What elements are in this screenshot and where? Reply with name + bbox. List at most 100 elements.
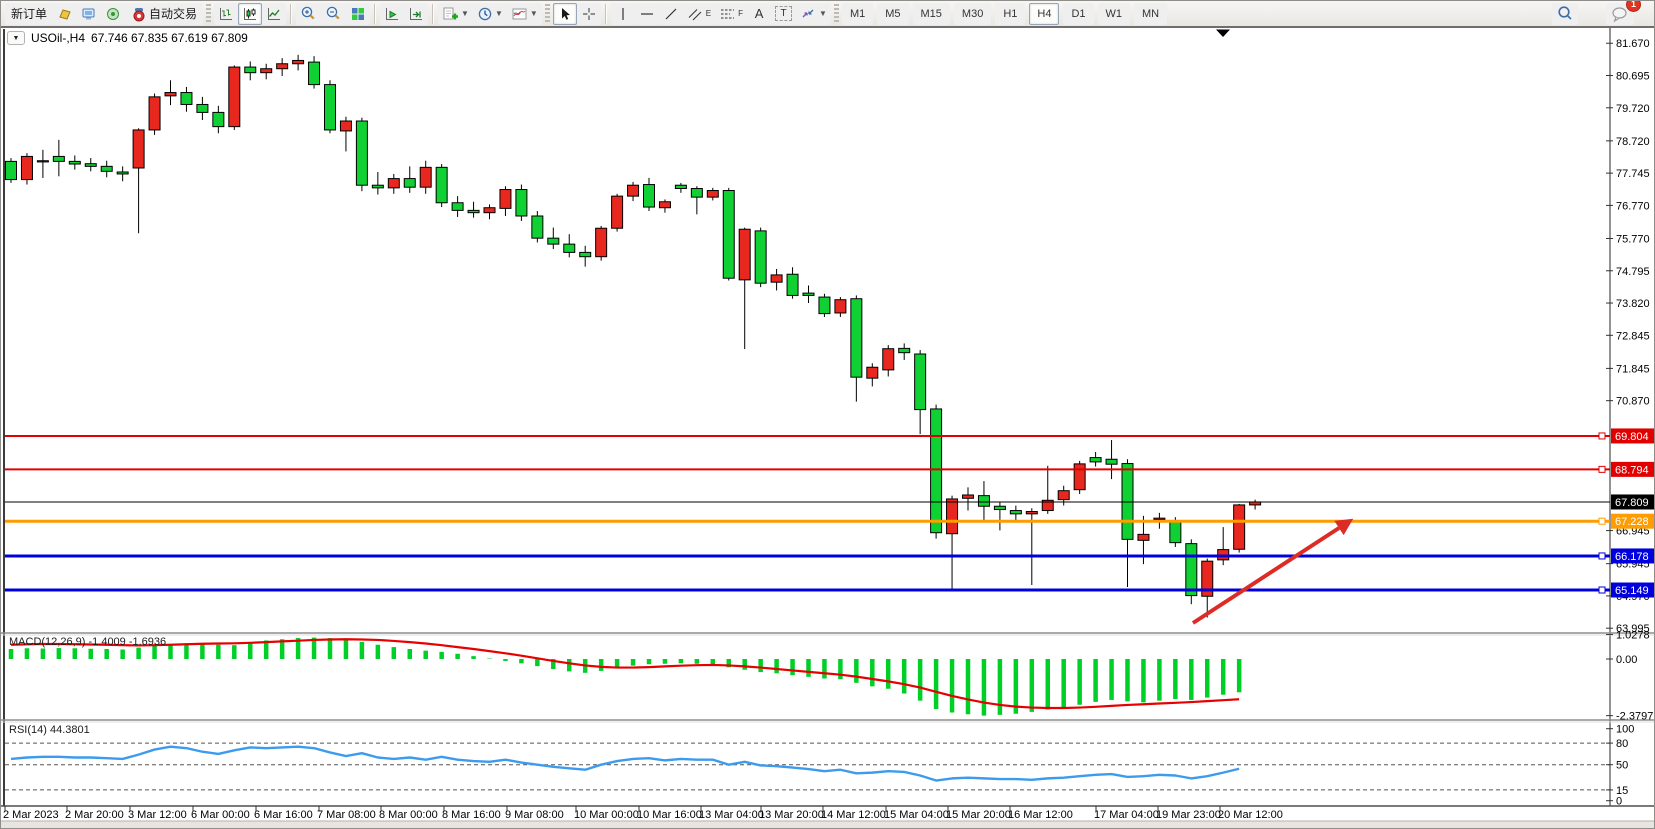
current-bar-marker[interactable] — [1216, 29, 1230, 38]
hline-price-label — [1611, 461, 1654, 477]
navigator-button[interactable] — [101, 2, 126, 25]
macd-pane[interactable] — [8, 637, 1242, 716]
horizontal-line-tool-button[interactable] — [634, 2, 659, 25]
trendline-icon — [663, 6, 679, 22]
timeframe-M15[interactable]: M15 — [912, 2, 950, 25]
timeframe-M1[interactable]: M1 — [841, 2, 874, 25]
hline-handle[interactable] — [1598, 586, 1606, 594]
time-label: 15 Mar 20:00 — [946, 809, 1011, 821]
search-button[interactable] — [1552, 2, 1578, 25]
hline-handle[interactable] — [1598, 552, 1606, 560]
candle — [1121, 459, 1134, 587]
rsi-scale-label: 100 — [1616, 724, 1634, 736]
horizontal-line-icon — [639, 6, 655, 22]
rsi-scale-label: 0 — [1616, 796, 1622, 808]
hline-handle[interactable] — [1598, 432, 1606, 440]
rsi-line — [10, 745, 1240, 782]
notifications-button[interactable]: 1 — [1606, 1, 1641, 25]
hline-handle[interactable] — [1598, 517, 1606, 525]
vertical-line-tool-button[interactable] — [610, 2, 635, 25]
timeframe-W1[interactable]: W1 — [1097, 2, 1131, 25]
candle — [627, 181, 640, 202]
candle — [1041, 465, 1054, 514]
time-label: 10 Mar 16:00 — [637, 809, 702, 821]
search-icon — [1556, 5, 1574, 22]
candlestick-mode-button[interactable] — [238, 2, 263, 25]
zoom-out-button[interactable] — [321, 2, 347, 25]
hline-price-label-text: 65.149 — [1615, 585, 1649, 597]
timeframe-H4[interactable]: H4 — [1029, 2, 1060, 25]
price-tick-label: 81.670 — [1616, 38, 1650, 50]
candle — [738, 227, 751, 350]
time-label: 13 Mar 20:00 — [759, 809, 824, 821]
candle — [164, 80, 177, 106]
candle — [339, 116, 352, 152]
rsi-scale-label: 80 — [1616, 738, 1628, 750]
time-label: 9 Mar 08:00 — [505, 809, 564, 821]
price-tick-label: 80.695 — [1616, 70, 1650, 82]
candle — [706, 187, 719, 201]
monitor-icon — [81, 6, 97, 22]
candle — [387, 173, 400, 194]
candle — [324, 80, 336, 134]
shapes-button[interactable]: ▼ — [796, 2, 831, 25]
hline-handle[interactable] — [1598, 465, 1606, 473]
chart-window-button[interactable] — [53, 2, 78, 25]
zoom-in-button[interactable] — [296, 2, 322, 25]
chevron-down-icon: ▼ — [819, 8, 827, 18]
chart-shift-button[interactable] — [404, 2, 429, 25]
time-label: 14 Mar 12:00 — [821, 809, 886, 821]
candle — [228, 65, 241, 130]
price-tick-label: 79.720 — [1616, 103, 1650, 115]
timeframe-D1[interactable]: D1 — [1063, 2, 1094, 25]
candle — [962, 487, 974, 511]
fibonacci-tool-button[interactable]: F — [715, 2, 748, 25]
macd-indicator-label: MACD(12,26,9) -1.4009 -1.6936 — [9, 636, 166, 648]
candle — [579, 245, 592, 267]
new-order-button[interactable]: 新订单 — [5, 2, 54, 25]
text-label-tool-button[interactable]: T — [771, 2, 797, 25]
clock-icon — [477, 6, 493, 22]
bar-chart-mode-button[interactable] — [214, 2, 239, 25]
time-label: 6 Mar 00:00 — [191, 809, 250, 821]
price-tick-label: 72.845 — [1616, 330, 1650, 342]
indicators-button[interactable]: ▼ — [438, 2, 473, 25]
indicators-add-icon — [442, 6, 459, 22]
chart-canvas[interactable]: 81.670 80.695 79.720 78.720 77.745 76.770 75.7… — [1, 28, 1655, 829]
candle — [212, 105, 225, 134]
rsi-pane[interactable] — [5, 742, 1610, 791]
text-tool-button[interactable]: A — [747, 2, 772, 25]
candle — [643, 177, 655, 212]
candle — [68, 155, 81, 170]
periods-button[interactable]: ▼ — [472, 2, 507, 25]
templates-button[interactable]: ▼ — [506, 2, 542, 25]
timeframe-H1[interactable]: H1 — [995, 2, 1026, 25]
tile-windows-button[interactable] — [346, 2, 371, 25]
timeframe-M5[interactable]: M5 — [877, 2, 909, 25]
auto-scroll-button[interactable] — [380, 2, 405, 25]
time-label: 17 Mar 04:00 — [1094, 809, 1159, 821]
fibonacci-icon — [719, 6, 736, 22]
trend-arrow-line[interactable] — [1191, 526, 1341, 625]
crosshair-tool-button[interactable] — [576, 2, 601, 25]
candle — [770, 268, 783, 291]
timeframe-M30[interactable]: M30 — [953, 2, 992, 25]
candle — [1089, 451, 1102, 467]
line-chart-mode-button[interactable] — [262, 2, 287, 25]
macd-scale-label: 1.0278 — [1616, 630, 1650, 642]
timeframe-MN[interactable]: MN — [1134, 2, 1168, 25]
market-watch-button[interactable] — [77, 2, 102, 25]
auto-trading-button[interactable]: 自动交易 — [125, 2, 204, 25]
channel-letter: E — [705, 9, 712, 18]
chart-title-bar: ▼ USOil-,H4 67.746 67.835 67.619 67.809 — [7, 31, 248, 45]
chart-root: 81.670 80.695 79.720 78.720 77.745 76.770 75.7… — [1, 28, 1654, 828]
time-label: 2 Mar 2023 — [3, 809, 59, 821]
candle — [930, 404, 943, 539]
one-click-dropdown[interactable]: ▼ — [7, 31, 25, 45]
channel-tool-button[interactable]: E — [682, 2, 716, 25]
trendline-tool-button[interactable] — [658, 2, 683, 25]
line-chart-icon — [266, 6, 282, 22]
price-tick-label: 63.995 — [1616, 623, 1650, 635]
cursor-tool-button[interactable] — [552, 2, 577, 25]
